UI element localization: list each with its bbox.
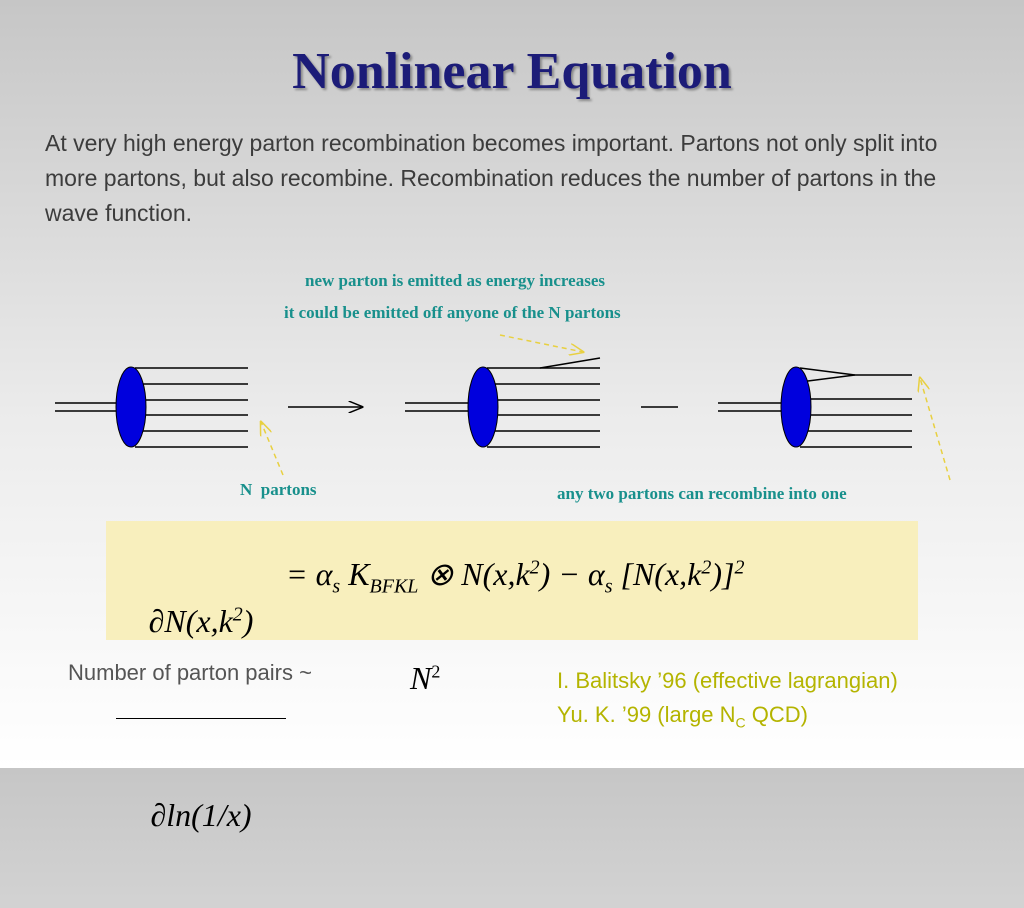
subscript: C (735, 714, 746, 731)
superscript: 2 (701, 556, 712, 579)
diagram-label: N partons (240, 480, 317, 499)
equation-box: ∂N(x,k2) ∂ln(1/x) = αs KBFKL ⊗ N(x,k2) −… (106, 521, 918, 833)
subscript: BFKL (369, 575, 419, 598)
blob (115, 366, 147, 448)
math-text: ∂ln(1/x) (150, 797, 252, 833)
exponent: 2 (431, 661, 441, 682)
math-text: Yu. K. ’99 (large N (557, 702, 736, 727)
math-text: ) (242, 603, 254, 639)
diagram-label: new parton is emitted as energy increase… (305, 271, 605, 290)
pointers (261, 334, 951, 481)
lines (55, 357, 912, 448)
fraction: ∂N(x,k2) ∂ln(1/x) (116, 529, 286, 908)
equation-rhs: = αs KBFKL ⊗ N(x,k2) − αs [N(x,k2)]2 (286, 555, 744, 598)
symbol: N (410, 660, 432, 696)
blob (467, 366, 499, 448)
parton-diagram (55, 334, 951, 481)
math-text: ⊗ N(x,k (418, 556, 530, 592)
math-text: ) − α (539, 556, 605, 592)
reference: I. Balitsky ’96 (effective lagrangian) (557, 668, 898, 693)
math-text: [N(x,k (612, 556, 702, 592)
title: Nonlinear Equation (292, 43, 732, 100)
subscript: s (332, 575, 341, 598)
diagram-label: any two partons can recombine into one (557, 484, 847, 503)
diagram-label: it could be emitted off anyone of the N … (284, 303, 621, 322)
superscript: 2 (529, 556, 540, 579)
slide: Nonlinear Equation At very high energy p… (0, 0, 1024, 833)
math-text: )] (711, 556, 735, 592)
math-text: ∂N(x,k (148, 603, 233, 639)
superscript: 2 (734, 556, 745, 579)
math-text: QCD) (745, 702, 808, 727)
fraction-bar (116, 718, 286, 719)
pairs-label: Number of parton pairs ~ (68, 660, 312, 685)
blob (780, 366, 812, 448)
n-squared: N2 (410, 660, 440, 697)
numerator: ∂N(x,k2) (116, 603, 286, 640)
denominator: ∂ln(1/x) (116, 797, 286, 834)
superscript: 2 (232, 603, 243, 626)
math-text: K (340, 556, 370, 592)
reference: Yu. K. ’99 (large NC QCD) (557, 702, 808, 730)
math-text: = α (286, 556, 333, 592)
intro-text: At very high energy parton recombination… (45, 130, 938, 226)
subscript: s (604, 575, 613, 598)
